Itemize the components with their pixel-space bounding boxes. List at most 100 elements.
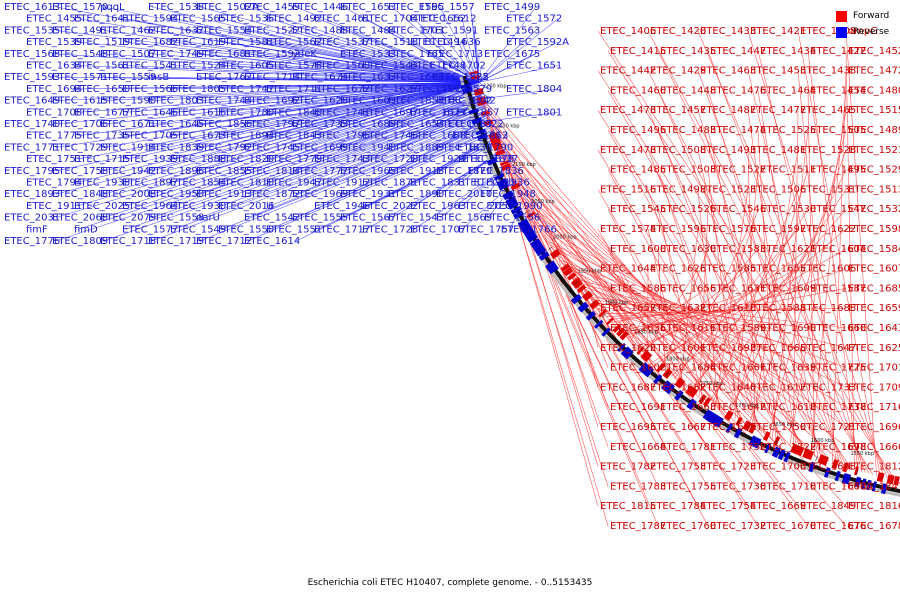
tick-label: 1850 kbp xyxy=(634,329,658,335)
reverse-gene-label: ETEC_1628 xyxy=(292,96,348,107)
forward-gene-label: ETEC_1668 xyxy=(800,462,856,473)
reverse-feature xyxy=(702,409,711,420)
forward-leader-line xyxy=(481,99,809,527)
reverse-feature xyxy=(545,260,556,270)
reverse-feature xyxy=(460,83,472,89)
reverse-feature xyxy=(660,380,671,391)
forward-leader-line xyxy=(597,149,766,435)
reverse-feature xyxy=(546,263,559,275)
reverse-gene-label: ETEC_1918 xyxy=(388,166,444,177)
reverse-gene-label: ETEC_1613 xyxy=(4,2,60,13)
reverse-gene-label: ETEC_1535 xyxy=(4,25,60,36)
reverse-gene-label: ETEC_1484 xyxy=(340,25,396,36)
forward-leader-line xyxy=(593,302,759,329)
forward-gene-label: ETEC_1693 xyxy=(700,343,756,354)
forward-gene-label: ETEC_1516 xyxy=(600,184,656,195)
forward-gene-label: ETEC_1688 xyxy=(800,303,856,314)
reverse-leader-line xyxy=(439,82,479,101)
reverse-gene-label: ETEC_1804 xyxy=(506,84,562,95)
forward-leader-line xyxy=(657,248,666,372)
forward-feature xyxy=(702,397,712,407)
forward-leader-line xyxy=(707,169,739,421)
tick-label: 1950 kbp xyxy=(578,268,602,274)
forward-gene-label: ETEC_1433 xyxy=(700,26,756,37)
reverse-gene-label: ETEC_1494 xyxy=(410,37,466,48)
reverse-gene-label: ETEC_1735 xyxy=(74,131,130,142)
forward-gene-label: ETEC_1669 xyxy=(750,501,806,512)
reverse-gene-label: ETEC_1831 xyxy=(410,178,466,189)
reverse-gene-label: ETEC_1522 xyxy=(244,25,300,36)
reverse-gene-label: ETEC_1950 xyxy=(148,189,204,200)
forward-gene-label: ETEC_1505 xyxy=(810,125,866,136)
forward-leader-line xyxy=(757,90,819,458)
forward-gene-label: ETEC_1454 xyxy=(810,85,866,96)
tick-mark xyxy=(505,171,511,175)
reverse-gene-label: ETEC_1797 xyxy=(244,119,300,130)
forward-leader-line xyxy=(698,209,709,397)
forward-leader-line xyxy=(689,209,847,390)
reverse-gene-label: ETEC_1717 xyxy=(314,224,370,235)
forward-gene-label: ETEC_1602 xyxy=(610,363,666,374)
forward-gene-label: ETEC_1528 xyxy=(800,145,856,156)
forward-leader-line xyxy=(513,181,847,448)
forward-gene-label: ETEC_1639 xyxy=(760,363,816,374)
reverse-gene-label: ETEC_1939 xyxy=(122,154,178,165)
forward-leader-line xyxy=(747,110,798,450)
reverse-leader-line xyxy=(199,96,484,195)
tick-mark xyxy=(775,439,779,445)
reverse-gene-label: ETEC_1713 xyxy=(427,49,483,60)
reverse-feature xyxy=(523,227,535,239)
forward-leader-line xyxy=(748,149,847,427)
forward-gene-label: ETEC_1755 xyxy=(660,481,716,492)
reverse-gene-label: ETEC_1577 xyxy=(122,224,178,235)
reverse-leader-line xyxy=(247,118,491,218)
forward-leader-line xyxy=(497,146,759,487)
forward-leader-line xyxy=(697,110,801,451)
reverse-gene-label: ETEC_1742 xyxy=(440,96,496,107)
forward-feature xyxy=(490,137,502,147)
reverse-gene-label: pqqL xyxy=(100,2,125,13)
forward-gene-label: ETEC_1472 xyxy=(848,66,900,77)
reverse-gene-label: ETEC_1802 xyxy=(436,96,492,107)
forward-gene-label: ETEC_1585 xyxy=(700,264,756,275)
reverse-gene-label: ETEC_1969 xyxy=(292,189,348,200)
reverse-gene-label: ETEC_1702 xyxy=(430,61,486,72)
label-leader-lines xyxy=(55,6,896,527)
reverse-leader-line xyxy=(269,130,495,230)
reverse-gene-label: ETEC_1651 xyxy=(506,61,562,72)
reverse-feature xyxy=(507,199,519,210)
reverse-gene-label: ETEC_1536 xyxy=(218,14,274,25)
reverse-leader-line xyxy=(151,101,485,218)
reverse-leader-line xyxy=(103,30,479,83)
feature-arrows xyxy=(460,70,900,495)
legend-label-reverse: Reverse xyxy=(853,27,890,37)
reverse-gene-label: ETEC_1913 xyxy=(196,189,252,200)
reverse-gene-label: ETEC_1838 xyxy=(436,142,492,153)
reverse-feature xyxy=(496,178,507,186)
forward-gene-label: ETEC_1530 xyxy=(760,204,816,215)
reverse-gene-label: ETEC_1741 xyxy=(314,107,370,118)
reverse-gene-label: ETEC_1578 xyxy=(266,61,322,72)
reverse-gene-label: fimF xyxy=(26,224,48,235)
reverse-gene-label: ETEC_1796 xyxy=(314,131,370,142)
forward-gene-label: ETEC_1434 xyxy=(760,46,816,57)
forward-gene-label: ETEC_1474 xyxy=(710,125,766,136)
legend-label-forward: Forward xyxy=(853,11,890,21)
forward-gene-label: ETEC_1661 xyxy=(710,363,766,374)
reverse-feature xyxy=(871,481,877,492)
forward-leader-line xyxy=(523,201,847,428)
reverse-leader-line xyxy=(125,41,479,83)
forward-gene-label: ETEC_1526 xyxy=(660,204,716,215)
reverse-gene-label: ETEC_1794 xyxy=(26,178,82,189)
reverse-leader-line xyxy=(269,102,485,183)
reverse-gene-label: ETEC_1712 xyxy=(196,236,252,247)
reverse-leader-line xyxy=(103,82,479,101)
reverse-gene-label: fimD xyxy=(74,224,98,235)
forward-leader-line xyxy=(609,307,749,320)
forward-gene-label: ETEC_1463 xyxy=(700,66,756,77)
reverse-gene-label: ETEC_1912 xyxy=(314,178,370,189)
reverse-feature xyxy=(638,362,650,374)
reverse-feature xyxy=(535,246,547,257)
reverse-leader-line xyxy=(269,18,479,83)
tick-mark xyxy=(856,469,859,475)
